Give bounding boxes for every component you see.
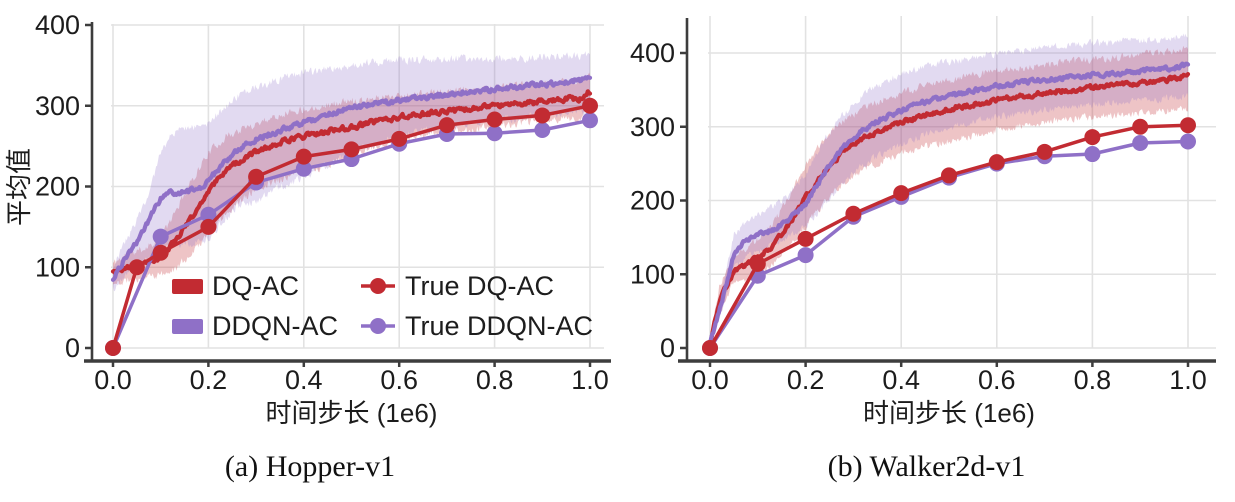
legend-swatch-line-marker: [361, 278, 395, 294]
marker-dot: [391, 130, 408, 147]
line-dq-ac: [110, 89, 593, 276]
chart-walker2d: 0 100 200 300 400 0.0 0.2 0.4 0.6 0.8 1.0 时间步长 (1e…: [618, 0, 1235, 502]
x-tick-label: 0.8: [476, 365, 514, 395]
marker-dot: [1180, 117, 1196, 134]
line-ddqn-ac: [110, 75, 593, 282]
tick-labels: 0 100 200 300 400 0.0 0.2 0.4 0.6 0.8 1.0: [630, 38, 1207, 395]
marker-dot: [1084, 146, 1101, 163]
y-tick-label: 300: [630, 112, 675, 142]
marker-dot: [797, 247, 814, 264]
y-tick-label: 400: [630, 38, 675, 68]
x-tick-label: 1.0: [571, 365, 609, 395]
marker-dot: [486, 125, 503, 142]
marker-dot: [200, 218, 217, 235]
marker-dot: [248, 168, 265, 185]
marker-dot: [343, 141, 360, 158]
marker-dot: [152, 244, 169, 261]
marker-dot: [1180, 133, 1196, 150]
legend-label: DQ-AC: [212, 270, 299, 301]
line-true-dq-ac: [105, 97, 598, 356]
line-ddqn-ac: [707, 61, 1191, 346]
hopper-plot-canvas: 0 100 200 300 400 0.0 0.2 0.4 0.6 0.8 1.0: [35, 10, 611, 395]
legend-swatch-line-marker: [361, 318, 395, 334]
y-tick-label: 400: [35, 10, 80, 40]
legend-label: DDQN-AC: [212, 310, 338, 341]
y-tick-label: 0: [65, 333, 80, 363]
marker-dot: [1084, 129, 1101, 146]
band-dq-ac: [113, 72, 590, 286]
legend-item-true-ddqn-ac: True DDQN-AC: [360, 306, 593, 346]
x-axis-label-walker2d: 时间步长 (1e6): [863, 398, 1035, 428]
legend-item-dq-ac: DQ-AC: [172, 266, 360, 306]
x-tick-label: 0.8: [1074, 365, 1112, 395]
marker-dot: [486, 111, 503, 128]
x-tick-label: 0.6: [978, 365, 1016, 395]
x-tick-label: 0.6: [380, 365, 418, 395]
band-ddqn-ac: [710, 33, 1188, 350]
legend-swatch-patch: [172, 278, 203, 294]
marker-dot: [295, 160, 312, 177]
legend-label: True DDQN-AC: [405, 310, 594, 341]
marker-dot: [105, 340, 121, 356]
marker-dot: [152, 228, 169, 245]
gridlines: [708, 16, 1216, 349]
chart-hopper: 0 100 200 300 400 0.0 0.2 0.4 0.6 0.8 1.0 平均值 时间步长…: [4, 10, 611, 483]
marker-dot: [534, 107, 551, 124]
y-tick-label: 0: [660, 333, 675, 363]
marker-dot: [200, 206, 217, 223]
x-tick-label: 0.2: [190, 365, 228, 395]
marker-dot: [1132, 118, 1149, 135]
axes: [678, 18, 1216, 367]
marker-dot: [128, 259, 145, 276]
caption-a: (a) Hopper-v1: [224, 450, 396, 483]
marker-dot: [534, 121, 551, 138]
marker-dot: [1132, 134, 1149, 151]
y-tick-label: 100: [35, 252, 80, 282]
marker-dot: [1036, 143, 1053, 160]
x-axis-label-hopper: 时间步长 (1e6): [265, 398, 438, 428]
legend-swatch-patch: [172, 318, 203, 334]
y-tick-label: 100: [630, 259, 675, 289]
marker-dot: [988, 154, 1005, 171]
y-tick-label: 200: [35, 172, 80, 202]
legend: DQ-AC True DQ-AC DDQN-AC True DDQN-AC: [172, 266, 593, 346]
x-tick-label: 1.0: [1169, 365, 1207, 395]
y-tick-label: 200: [630, 186, 675, 216]
legend-label: True DQ-AC: [405, 270, 555, 301]
marker-dot: [582, 97, 598, 114]
x-tick-label: 0.2: [787, 365, 825, 395]
legend-item-ddqn-ac: DDQN-AC: [172, 306, 360, 346]
marker-dot: [438, 117, 455, 134]
marker-dot: [893, 185, 910, 202]
marker-dot: [295, 148, 312, 165]
x-tick-label: 0.4: [285, 365, 323, 395]
marker-dot: [797, 230, 814, 247]
y-axis-label: 平均值: [4, 148, 34, 227]
x-tick-label: 0.4: [882, 365, 920, 395]
marker-dot: [845, 205, 862, 222]
x-tick-label: 0.0: [691, 365, 729, 395]
marker-dot: [749, 255, 766, 272]
axes: [84, 22, 611, 367]
marker-dot: [941, 167, 957, 184]
line-true-ddqn-ac: [105, 112, 598, 356]
line-true-dq-ac: [702, 117, 1196, 356]
x-tick-label: 0.0: [94, 365, 132, 395]
y-tick-label: 300: [35, 91, 80, 121]
marker-dot: [582, 112, 598, 129]
caption-b: (b) Walker2d-v1: [827, 450, 1026, 483]
walker2d-plot-canvas: 0 100 200 300 400 0.0 0.2 0.4 0.6 0.8 1.0: [630, 16, 1216, 395]
legend-item-true-dq-ac: True DQ-AC: [360, 266, 593, 306]
marker-dot: [702, 340, 718, 356]
tick-labels: 0 100 200 300 400 0.0 0.2 0.4 0.6 0.8 1.0: [35, 10, 609, 395]
